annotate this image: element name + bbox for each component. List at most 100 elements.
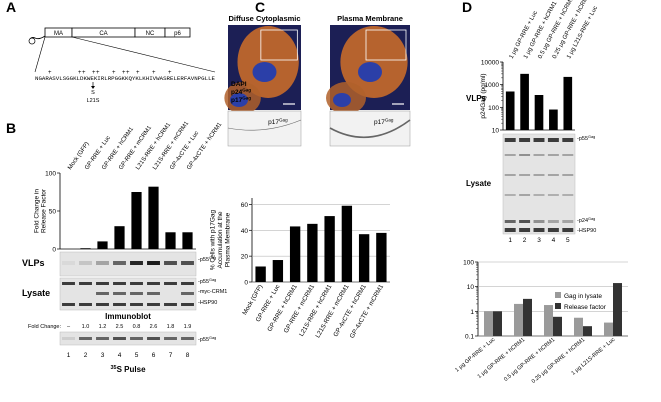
bar: [376, 232, 387, 282]
y-tick-label: 1: [470, 309, 474, 316]
panel-letter: B: [6, 120, 16, 136]
blot-band: [547, 194, 559, 196]
fold-change: 0.8: [133, 324, 141, 330]
fold-change: 2.5: [116, 324, 124, 330]
bar: [544, 305, 553, 336]
band-label: -p55Gag: [198, 278, 216, 285]
blot-band: [547, 138, 559, 142]
y-tick-label: 100: [45, 171, 56, 178]
blot-band: [96, 303, 109, 306]
blot-band: [562, 220, 574, 223]
band-label-sup: Gag: [588, 135, 595, 139]
blot-band: [181, 282, 194, 285]
lane-number: 4: [552, 237, 556, 244]
blot-band: [519, 138, 531, 142]
domain-label: MA: [54, 31, 63, 37]
bar: [523, 298, 532, 336]
arrow-head: [91, 86, 95, 89]
row-label: Lysate: [22, 288, 50, 298]
lane-number: 1: [67, 352, 71, 359]
myr-dot: [28, 37, 36, 45]
fold-change: 1.8: [167, 324, 175, 330]
bar: [289, 226, 301, 282]
charge-mark: +: [136, 70, 140, 76]
blot-band: [562, 174, 574, 176]
charge-mark: +: [96, 70, 100, 76]
stain-label-main: p17: [231, 97, 243, 104]
y-tick-label: 0: [244, 280, 248, 287]
domain-box: [164, 27, 191, 38]
domain-label: NC: [146, 31, 155, 37]
blot-band: [504, 228, 516, 232]
inset-label: p17Gag: [374, 117, 394, 126]
blot-band: [130, 292, 143, 295]
blot-band: [96, 337, 109, 340]
bar: [563, 76, 573, 130]
panel-letter: C: [255, 0, 265, 15]
blot-band: [130, 282, 143, 285]
charge-mark: +: [82, 70, 86, 76]
expand-line: [71, 36, 216, 73]
y-tick-label: 10: [492, 128, 500, 135]
band-label-sup: Gag: [209, 336, 216, 340]
blot-band: [181, 303, 194, 306]
lane-number: 5: [135, 352, 139, 359]
blot-band: [519, 174, 531, 176]
lane-number: 8: [186, 352, 190, 359]
bar: [549, 109, 558, 130]
y-tick-label: 10: [467, 284, 475, 291]
band-label: -p55Gag: [198, 336, 216, 343]
blot-band: [504, 174, 516, 176]
band-label: -p55Gag: [577, 135, 595, 142]
stain-label-main: DAPI: [231, 81, 247, 88]
stain-label-main: p24: [231, 89, 243, 96]
blot-band: [504, 220, 516, 223]
blot: [502, 133, 576, 235]
blot-band: [164, 337, 177, 340]
row-label: VLPs: [22, 258, 45, 268]
micrograph-title: Diffuse Cytoplasmic: [228, 14, 300, 23]
blot-band: [79, 261, 92, 265]
bar: [165, 232, 176, 249]
inset: [227, 110, 302, 147]
band-label-main: -p55: [577, 136, 588, 142]
blot-band: [113, 282, 126, 285]
bar: [272, 260, 284, 282]
domain-label: p6: [174, 31, 181, 37]
blot-band: [504, 138, 516, 142]
legend-swatch: [555, 292, 561, 298]
bar: [324, 216, 335, 282]
band-label: -p24Gag: [577, 217, 595, 224]
lane-number: 2: [84, 352, 88, 359]
legend-label: Gag in lysate: [564, 293, 602, 300]
y-tick-label: 10000: [481, 60, 499, 67]
blot-band: [547, 220, 559, 223]
bar: [534, 95, 544, 130]
blot-band: [113, 303, 126, 306]
y-tick-label: 100: [488, 105, 499, 112]
blot-band: [562, 228, 574, 232]
fold-change: 1.2: [99, 324, 107, 330]
inset-label-main: p17: [374, 119, 385, 126]
inset-edge: [227, 119, 302, 131]
bar: [97, 241, 108, 249]
y-tick-label: 1000: [485, 82, 500, 89]
blot-band: [62, 261, 75, 265]
lane-number: 6: [152, 352, 156, 359]
charge-mark: +: [168, 70, 172, 76]
blot-band: [147, 261, 160, 265]
pulse-sup: 35: [110, 365, 116, 371]
inset-label-sup: Gag: [385, 117, 394, 122]
bar: [182, 232, 193, 249]
bar: [574, 317, 583, 336]
lane-number: 2: [523, 237, 527, 244]
blot-band: [113, 261, 126, 265]
band-label-main: -myc-CRM1: [198, 289, 227, 295]
blot-band: [533, 138, 545, 142]
band-label-sup: Gag: [588, 217, 595, 221]
nucleus: [333, 93, 351, 107]
y-tick-label: 60: [241, 202, 249, 209]
row-label: Lysate: [466, 179, 492, 188]
blot-band: [519, 154, 531, 156]
